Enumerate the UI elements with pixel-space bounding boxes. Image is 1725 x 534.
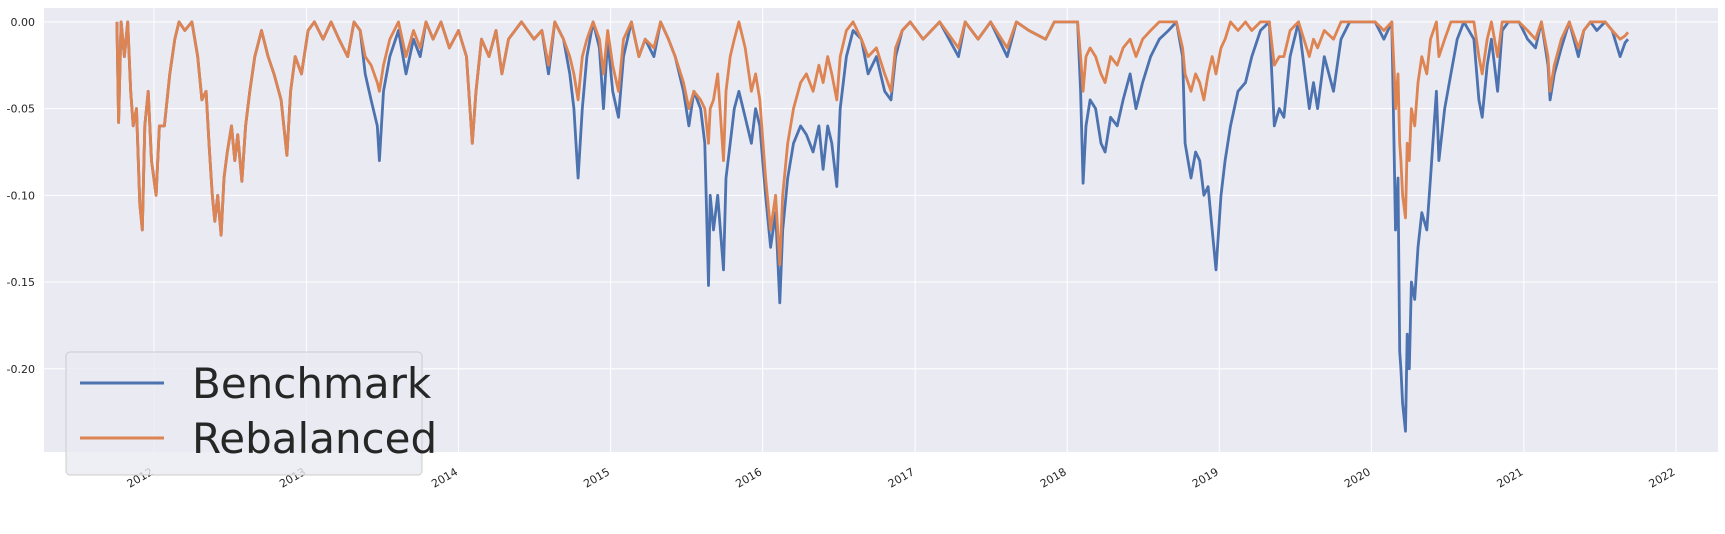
x-tick-label: 2021 — [1495, 465, 1526, 490]
x-tick-label: 2014 — [429, 465, 460, 490]
y-tick-label: 0.00 — [11, 16, 36, 29]
y-tick-label: -0.15 — [7, 276, 35, 289]
legend-label-benchmark: Benchmark — [192, 359, 432, 408]
legend-label-rebalanced: Rebalanced — [192, 414, 437, 463]
x-tick-label: 2022 — [1647, 465, 1678, 490]
y-tick-label: -0.20 — [7, 363, 35, 376]
y-tick-label: -0.05 — [7, 103, 35, 116]
x-tick-label: 2015 — [581, 465, 612, 490]
x-tick-label: 2016 — [733, 465, 764, 490]
legend: Benchmark Rebalanced — [65, 351, 437, 476]
x-tick-label: 2018 — [1038, 465, 1069, 490]
x-tick-label: 2020 — [1342, 465, 1373, 490]
series-line-rebalanced — [115, 20, 1630, 267]
y-axis: 0.00 -0.05 -0.10 -0.15 -0.20 — [7, 16, 35, 376]
series-layer — [115, 20, 1630, 433]
y-tick-label: -0.10 — [7, 189, 35, 202]
x-tick-label: 2019 — [1190, 465, 1221, 490]
x-tick-label: 2017 — [886, 465, 917, 490]
